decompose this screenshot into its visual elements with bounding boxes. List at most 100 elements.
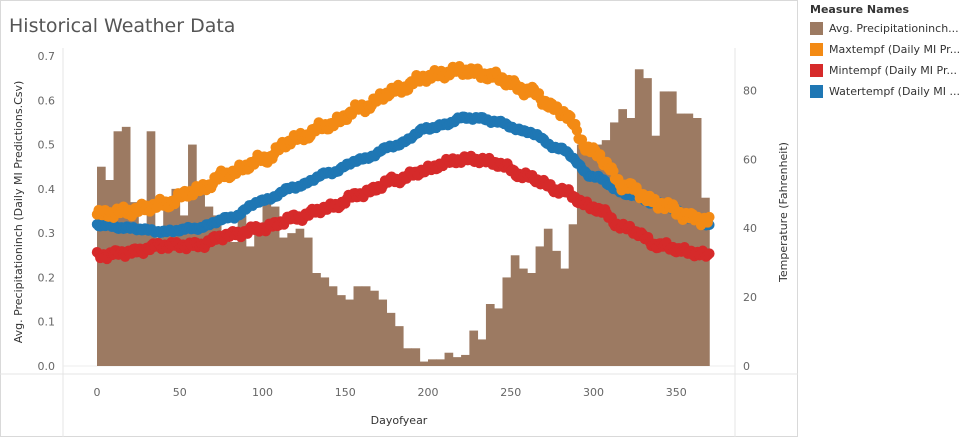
precipitation-bar <box>684 113 694 366</box>
y-left-tick-label: 0.0 <box>38 360 56 373</box>
precipitation-bar <box>328 286 338 366</box>
precipitation-bar <box>535 246 545 366</box>
precipitation-bar <box>394 326 404 366</box>
temperature-point <box>704 248 715 259</box>
precipitation-bar <box>428 359 437 366</box>
y-left-tick-label: 0.5 <box>38 139 56 152</box>
precipitation-bar <box>626 118 636 366</box>
legend-item-mintemp[interactable]: Mintempf (Daily MI Pr... <box>810 62 968 78</box>
precipitation-bar <box>138 228 148 366</box>
legend-swatch <box>810 42 823 56</box>
legend-label: Maxtempf (Daily MI Pr... <box>829 42 961 56</box>
precipitation-bar <box>676 113 685 366</box>
x-tick-label: 200 <box>418 386 439 399</box>
y-left-tick-label: 0.1 <box>38 316 56 329</box>
axes: 0.0 0.1 0.2 0.3 0.4 0.5 0.6 0.7 0 20 40 60 80 0 50 100 1… <box>12 50 790 427</box>
precipitation-bar <box>312 273 321 366</box>
precipitation-bar <box>212 215 222 366</box>
precipitation-bar <box>436 359 445 366</box>
series-watertempf <box>91 111 715 238</box>
precipitation-bar <box>270 206 280 366</box>
legend-label: Mintempf (Daily MI Pr... <box>829 63 957 77</box>
precipitation-bar <box>204 206 214 366</box>
precipitation-bar <box>419 361 429 366</box>
precipitation-bar <box>345 299 354 366</box>
precipitation-bar <box>444 352 454 366</box>
temperature-point <box>608 165 619 177</box>
y-left-axis-title: Avg. Precipitationinch (Daily MI Predict… <box>12 81 25 344</box>
x-tick-label: 50 <box>173 386 187 399</box>
precipitation-bar <box>469 330 479 366</box>
precipitation-bar <box>701 197 710 366</box>
precipitation-bar <box>585 153 594 366</box>
precipitation-bar <box>601 140 611 366</box>
precipitation-bar <box>411 348 421 366</box>
precipitation-bar <box>361 286 371 366</box>
precipitation-bar <box>634 69 644 366</box>
precipitation-bar <box>287 233 296 366</box>
x-tick-label: 300 <box>583 386 604 399</box>
precipitation-bar <box>320 277 330 366</box>
precipitation-bar <box>378 299 388 366</box>
precipitation-bar <box>188 144 197 366</box>
precipitation-bar <box>527 273 536 366</box>
series-mintempf <box>91 150 715 265</box>
precipitation-bar <box>245 246 255 366</box>
precipitation-bar <box>370 290 379 366</box>
precipitation-bar <box>303 237 313 366</box>
precipitation-bar <box>262 202 272 366</box>
legend-swatch <box>810 84 823 98</box>
chart-title: Historical Weather Data <box>9 15 236 37</box>
precipitation-bar <box>179 215 189 366</box>
x-tick-label: 150 <box>335 386 356 399</box>
precipitation-bar <box>659 91 669 367</box>
y-right-tick-label: 40 <box>743 222 757 235</box>
precipitation-bar <box>485 304 495 366</box>
legend-label: Watertempf (Daily MI ... <box>829 84 961 98</box>
precipitation-bar <box>130 202 139 366</box>
precipitation-bar <box>461 354 470 366</box>
y-left-tick-label: 0.6 <box>38 94 56 107</box>
precipitation-bar <box>154 237 164 366</box>
precipitation-bar <box>692 118 702 366</box>
precipitation-bar <box>618 109 627 366</box>
legend-swatch <box>810 21 823 35</box>
legend-item-watertemp[interactable]: Watertempf (Daily MI ... <box>810 83 968 99</box>
precipitation-bar <box>254 224 263 366</box>
precipitation-bar <box>502 277 512 366</box>
y-left-tick-label: 0.4 <box>38 183 56 196</box>
temperature-point <box>704 211 715 223</box>
precipitation-bar <box>610 122 619 367</box>
precipitation-bar <box>568 224 578 366</box>
precipitation-bar <box>237 215 247 366</box>
precipitation-bar <box>97 166 106 366</box>
legend-item-precipitation[interactable]: Avg. Precipitationinch... <box>810 20 968 36</box>
x-axis-title: Dayofyear <box>371 414 428 427</box>
legend: Measure Names Avg. Precipitationinch... … <box>801 0 970 104</box>
x-tick-label: 100 <box>252 386 273 399</box>
precipitation-bar <box>576 144 586 366</box>
precipitation-bar <box>543 228 553 366</box>
precipitation-bar <box>221 233 230 366</box>
legend-label: Avg. Precipitationinch... <box>829 21 959 35</box>
precipitation-bars <box>97 69 710 367</box>
precipitation-bar <box>163 197 172 366</box>
precipitation-bar <box>494 308 503 366</box>
precipitation-bar <box>477 339 487 366</box>
precipitation-bar <box>667 91 677 367</box>
x-tick-label: 350 <box>666 386 687 399</box>
precipitation-bar <box>229 242 239 366</box>
precipitation-bar <box>279 237 288 366</box>
y-right-tick-label: 20 <box>743 291 757 304</box>
y-left-tick-label: 0.3 <box>38 227 56 240</box>
y-right-tick-label: 0 <box>743 360 750 373</box>
precipitation-bar <box>560 268 570 366</box>
precipitation-bar <box>552 250 561 366</box>
precipitation-bar <box>386 312 396 366</box>
temperature-point <box>571 125 583 136</box>
legend-title: Measure Names <box>810 3 910 16</box>
chart-plot: 0.0 0.1 0.2 0.3 0.4 0.5 0.6 0.7 0 20 40 60 80 0 50 100 1… <box>0 48 798 437</box>
y-left-tick-label: 0.2 <box>38 271 56 284</box>
precipitation-bar <box>643 78 652 366</box>
legend-item-maxtemp[interactable]: Maxtempf (Daily MI Pr... <box>810 41 968 57</box>
